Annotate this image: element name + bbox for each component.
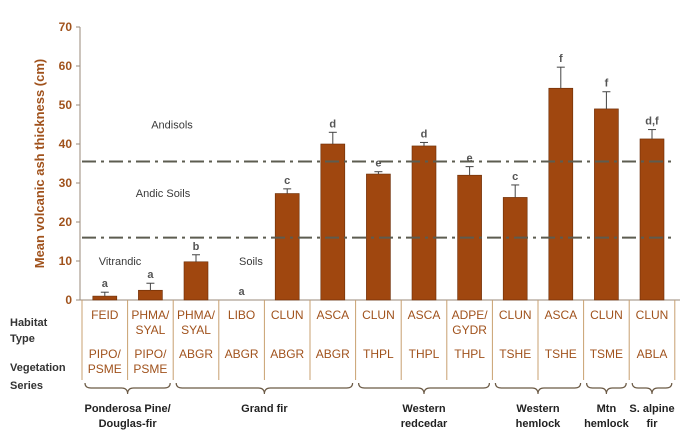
vegetation-series-label: hemlock xyxy=(584,418,630,430)
y-tick-label: 60 xyxy=(59,59,73,73)
vegetation-series-label: hemlock xyxy=(516,418,562,430)
vegetation-code-cell: ABGR xyxy=(179,347,213,361)
habitat-type-cell: CLUN xyxy=(499,308,532,322)
vegetation-code-cell: THPL xyxy=(409,347,440,361)
habitat-type-cell: CLUN xyxy=(271,308,304,322)
vegetation-code-cell: THPL xyxy=(363,347,394,361)
bar xyxy=(548,87,574,301)
habitat-type-cell: ADPE/ xyxy=(452,308,489,322)
significance-letter: a xyxy=(147,269,154,281)
bar xyxy=(639,138,665,301)
bar xyxy=(502,197,528,301)
vegetation-code-cell: ABGR xyxy=(316,347,350,361)
vegetation-series-label: Western xyxy=(516,403,559,415)
vegetation-series-label: redcedar xyxy=(401,418,448,430)
table-row-label: Series xyxy=(10,380,43,392)
vegetation-code-cell: TSHE xyxy=(499,347,531,361)
group-brace xyxy=(84,382,171,395)
group-brace xyxy=(631,382,673,395)
y-tick-label: 70 xyxy=(59,20,73,34)
significance-letter: e xyxy=(375,158,381,170)
significance-letter: d xyxy=(421,128,428,140)
vegetation-code-cell: THPL xyxy=(454,347,485,361)
group-brace xyxy=(494,382,582,395)
bar xyxy=(274,193,300,301)
habitat-type-cell: SYAL xyxy=(136,323,166,337)
significance-letter: c xyxy=(512,171,518,183)
y-tick-label: 0 xyxy=(65,293,72,307)
habitat-type-cell: LIBO xyxy=(228,308,255,322)
soil-class-label: Andic Soils xyxy=(136,188,191,200)
group-brace xyxy=(586,382,627,395)
vegetation-code-cell: ABGR xyxy=(270,347,304,361)
vegetation-code-cell: PIPO/ xyxy=(89,347,122,361)
bar xyxy=(320,143,346,301)
vegetation-series-label: S. alpine xyxy=(629,403,674,415)
habitat-type-cell: PHMA/ xyxy=(177,308,216,322)
soil-class-label: Andisols xyxy=(151,120,193,132)
vegetation-code-cell: ABLA xyxy=(637,347,668,361)
bar xyxy=(594,108,619,301)
y-tick-label: 20 xyxy=(59,215,73,229)
soil-class-label: Soils xyxy=(239,256,263,268)
group-brace xyxy=(175,382,354,395)
habitat-type-cell: ASCA xyxy=(316,308,349,322)
vegetation-series-label: Douglas-fir xyxy=(99,418,158,430)
habitat-type-cell: GYDR xyxy=(452,323,487,337)
significance-letter: f xyxy=(559,53,563,65)
vegetation-code-cell: ABGR xyxy=(225,347,259,361)
habitat-type-cell: ASCA xyxy=(408,308,441,322)
group-brace xyxy=(358,382,490,395)
vegetation-series-label: Grand fir xyxy=(241,403,288,415)
bar xyxy=(138,289,163,301)
significance-letter: a xyxy=(239,286,246,298)
bar xyxy=(411,145,437,301)
significance-letter: d,f xyxy=(645,116,659,128)
bar xyxy=(92,295,118,301)
significance-letter: a xyxy=(102,278,109,290)
table-row-label: Type xyxy=(10,333,35,345)
vegetation-series-label: Ponderosa Pine/ xyxy=(84,403,170,415)
soil-class-label: Vitrandic xyxy=(99,256,142,268)
vegetation-code-cell: PSME xyxy=(88,362,122,376)
habitat-type-cell: CLUN xyxy=(362,308,395,322)
table-row-label: Vegetation xyxy=(10,362,66,374)
y-axis-label: Mean volcanic ash thickness (cm) xyxy=(32,59,47,269)
y-tick-label: 40 xyxy=(59,137,73,151)
bar xyxy=(183,261,209,301)
habitat-type-cell: CLUN xyxy=(636,308,669,322)
habitat-type-cell: CLUN xyxy=(590,308,623,322)
vegetation-series-label: Western xyxy=(402,403,445,415)
y-tick-label: 10 xyxy=(59,254,73,268)
significance-letter: d xyxy=(329,118,336,130)
vegetation-code-cell: PSME xyxy=(133,362,167,376)
habitat-type-cell: PHMA/ xyxy=(131,308,170,322)
vegetation-code-cell: TSHE xyxy=(545,347,577,361)
y-tick-label: 50 xyxy=(59,98,73,112)
vegetation-code-cell: PIPO/ xyxy=(134,347,167,361)
significance-letter: f xyxy=(605,78,609,90)
table-row-label: Habitat xyxy=(10,317,48,329)
habitat-type-cell: ASCA xyxy=(544,308,577,322)
vegetation-series-label: Mtn xyxy=(597,403,617,415)
vegetation-code-cell: TSME xyxy=(590,347,623,361)
significance-letter: e xyxy=(467,153,473,165)
significance-letter: b xyxy=(193,241,200,253)
y-tick-label: 30 xyxy=(59,176,73,190)
habitat-type-cell: FEID xyxy=(91,308,119,322)
significance-letter: c xyxy=(284,175,290,187)
habitat-type-cell: SYAL xyxy=(181,323,211,337)
vegetation-series-label: fir xyxy=(647,418,659,430)
